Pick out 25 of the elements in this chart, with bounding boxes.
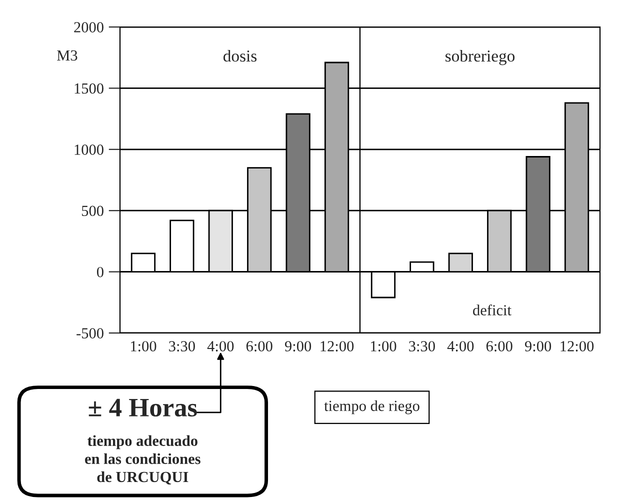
x-axis-title: tiempo de riego xyxy=(324,400,420,414)
x-tick-label: 6:00 xyxy=(246,341,272,352)
x-tick-label: 1:00 xyxy=(130,341,156,352)
y-tick-label: 1000 xyxy=(74,144,104,155)
y-tick-label: 0 xyxy=(96,266,104,278)
text: ± 4 Horas xyxy=(88,398,197,417)
text: dosis xyxy=(223,50,257,62)
x-tick-label: 3:30 xyxy=(169,341,195,352)
x-tick-label: 9:00 xyxy=(524,341,552,352)
y-tick-label: -500 xyxy=(76,328,104,338)
y-axis-title: M3 xyxy=(57,50,78,61)
x-tick-label: 9:00 xyxy=(284,341,312,352)
x-tick-label: 3:30 xyxy=(409,341,435,352)
text: sobreriego xyxy=(446,50,515,66)
text: tiempo adecuado en las condiciones de URCUQUI xyxy=(85,435,200,484)
y-tick-label: 1500 xyxy=(74,83,104,94)
x-tick-label: 12:00 xyxy=(560,341,594,352)
y-tick-label: 500 xyxy=(82,206,104,216)
x-tick-label: 4:00 xyxy=(447,341,474,352)
y-tick-label: 2000 xyxy=(74,22,104,32)
annotation: deficit xyxy=(473,304,512,316)
x-tick-label: 4:00 xyxy=(207,341,234,352)
x-tick-label: 12:00 xyxy=(320,341,354,352)
x-tick-label: 6:00 xyxy=(486,341,512,352)
x-tick-label: 1:00 xyxy=(370,341,396,352)
